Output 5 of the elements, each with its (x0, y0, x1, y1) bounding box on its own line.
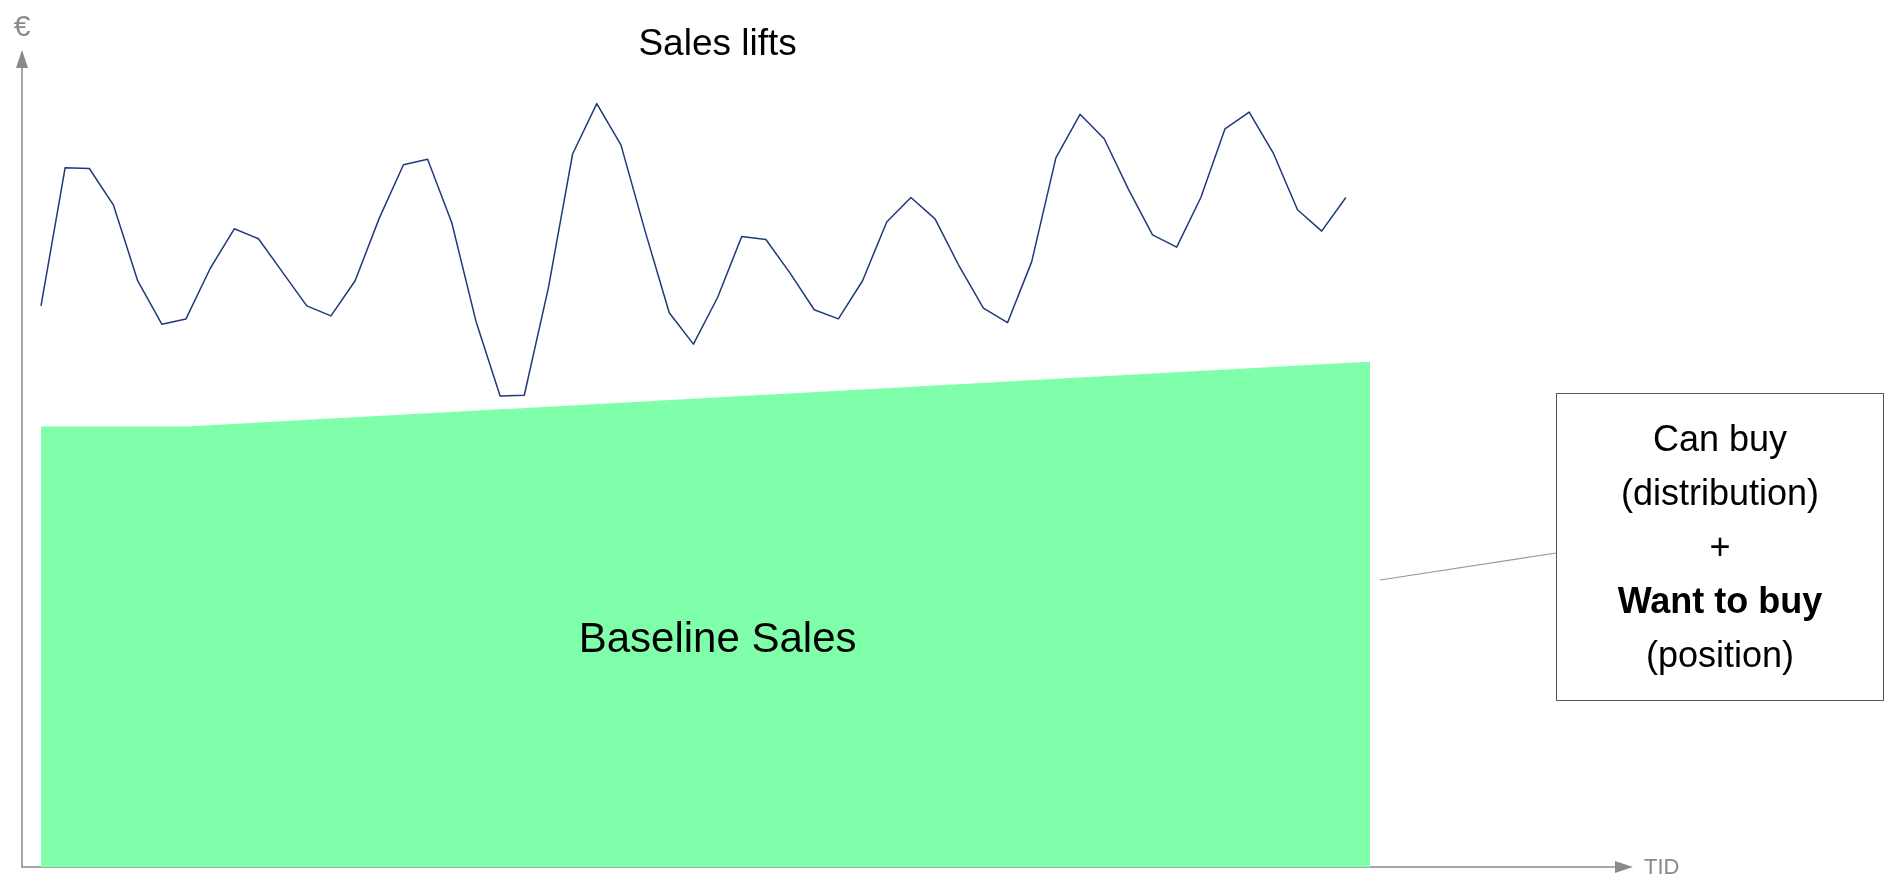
series-label: Baseline Sales (578, 614, 857, 662)
text: Can buy (distribution) + Want to buy (position) (1617, 417, 1823, 677)
text: TID (1644, 854, 1680, 880)
y-axis-title: € (13, 8, 31, 42)
series-label: Sales lifts (638, 22, 797, 64)
